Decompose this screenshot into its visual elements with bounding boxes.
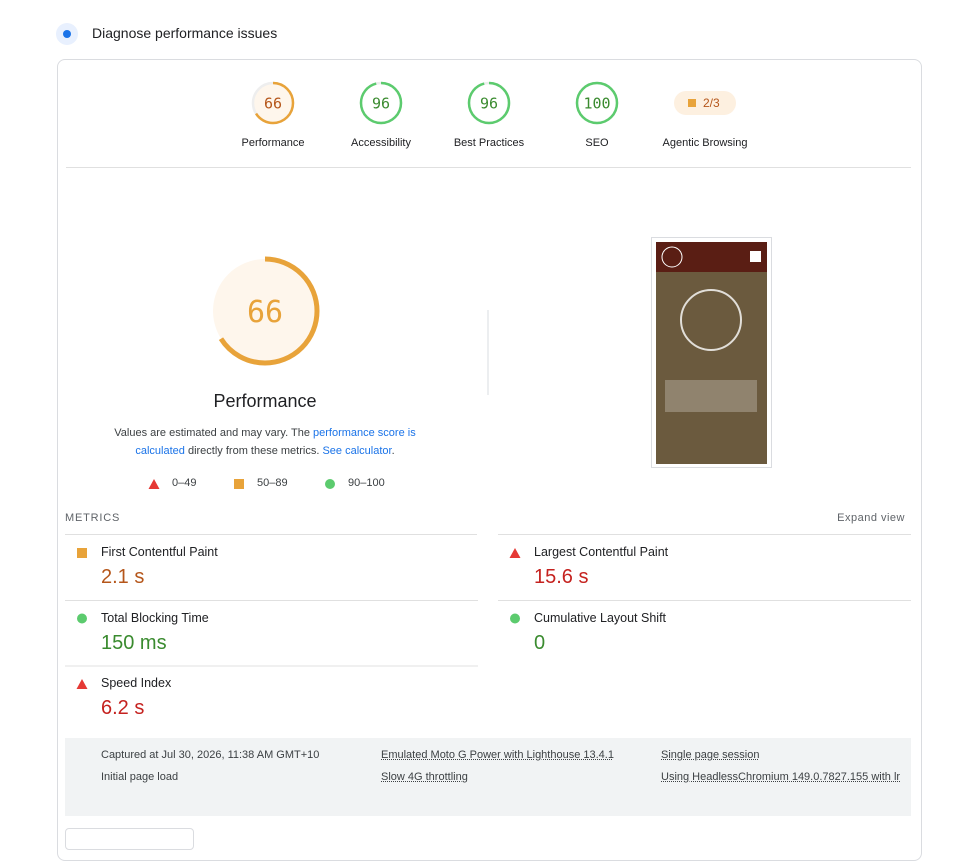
header-title: Diagnose performance issues [92,25,277,41]
divider [66,167,911,168]
main-label: Performance [165,391,365,412]
metric-value: 2.1 s [101,566,144,589]
metric-name: Total Blocking Time [101,611,209,625]
legend-label: 0–49 [172,477,196,489]
footer-item: Emulated Moto G Power with Lighthouse 13… [381,744,641,766]
expand-view[interactable]: Expand view [805,512,905,524]
category-label: Performance [213,137,333,149]
calculator-link[interactable]: See calculator [322,445,391,457]
metric-name: Speed Index [101,676,171,690]
metric-value: 15.6 s [534,566,588,589]
metric-name: First Contentful Paint [101,545,218,559]
note-text: . [392,445,395,457]
legend-label: 50–89 [257,477,288,489]
agentic-icon [688,99,696,107]
button[interactable] [65,828,194,850]
page: 66 96 96 100 66 Diagnose performance issues … [0,0,975,836]
footer-item: Using HeadlessChromium 149.0.7827.155 wi… [661,766,901,788]
metric-value: 0 [534,632,545,655]
metric-value: 6.2 s [101,697,144,720]
main-note: Values are estimated and may vary. The p… [100,424,430,460]
header-icon [63,30,71,38]
category-label: SEO [537,137,657,149]
legend-label: 90–100 [348,477,385,489]
metric-name: Largest Contentful Paint [534,545,668,559]
metrics-title: METRICS [65,512,120,524]
note-text: Values are estimated and may vary. The [114,427,313,439]
agentic-label: Agentic Browsing [645,137,765,149]
footer-item: Captured at Jul 30, 2026, 11:38 AM GMT+1… [101,744,361,766]
footer-item: Slow 4G throttling [381,766,641,788]
metric-name: Cumulative Layout Shift [534,611,666,625]
agentic-score: 2/3 [703,96,720,110]
category-label: Accessibility [321,137,441,149]
footer-item: Single page session [661,744,901,766]
note-text: directly from these metrics. [185,445,323,457]
metric-value: 150 ms [101,632,167,655]
footer-item: Initial page load [101,766,361,788]
category-label: Best Practices [429,137,549,149]
